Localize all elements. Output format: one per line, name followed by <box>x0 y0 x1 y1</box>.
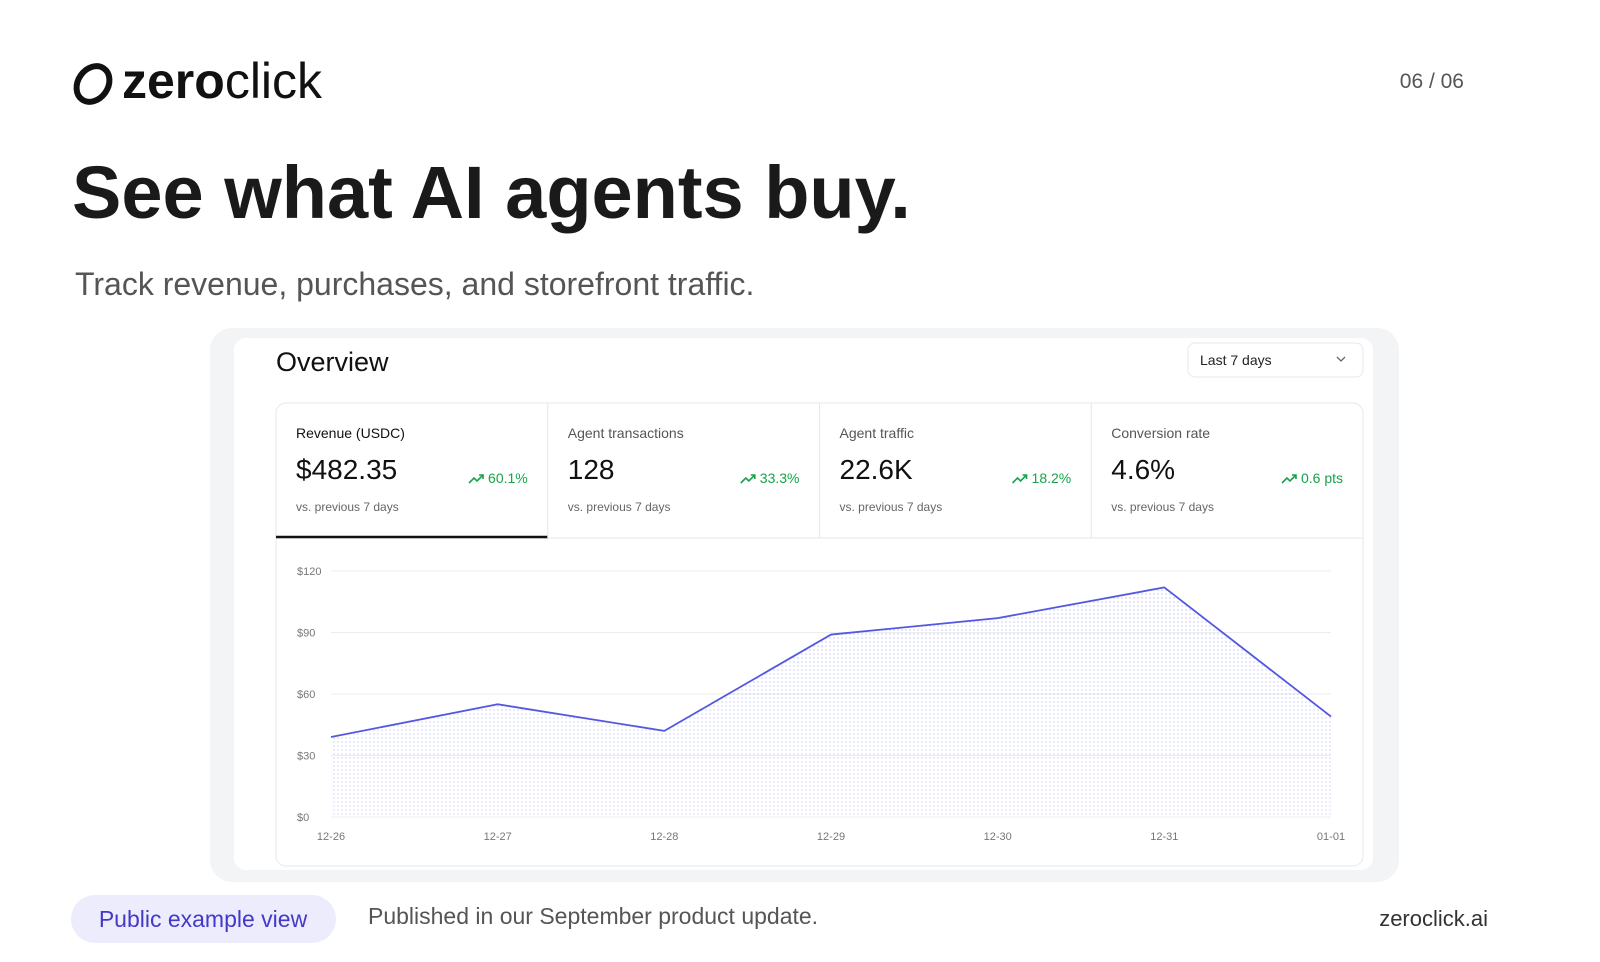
slide-counter: 06 / 06 <box>1400 70 1464 93</box>
site: zeroclick.ai <box>1379 906 1488 931</box>
trend-icon <box>1281 474 1297 484</box>
metric-label: Revenue (USDC) <box>296 425 405 441</box>
metric-value: 128 <box>568 454 615 485</box>
footer-note: Published in our September product updat… <box>368 903 818 929</box>
metric-label: Agent transactions <box>568 425 684 441</box>
x-tick-label: 12-27 <box>484 831 512 843</box>
y-tick-label: $120 <box>297 566 321 578</box>
brand-bold: zero <box>122 53 225 109</box>
chevron <box>1336 356 1346 362</box>
x-tick-label: 12-30 <box>984 831 1012 843</box>
metric-note: vs. previous 7 days <box>296 500 399 514</box>
metric-change: 18.2% <box>1032 470 1072 486</box>
metric-value: $482.35 <box>296 454 397 485</box>
dropdown-box[interactable] <box>1187 342 1364 378</box>
x-tick-label: 12-31 <box>1150 831 1178 843</box>
metric-label: Agent traffic <box>840 425 914 441</box>
y-tick-label: $0 <box>297 812 309 824</box>
metric-value: 22.6K <box>840 454 913 485</box>
dropdown-label[interactable]: Last 7 days <box>1200 352 1272 368</box>
metric-change: 60.1% <box>488 470 528 486</box>
metric-note: vs. previous 7 days <box>1111 500 1214 514</box>
metric-change: 0.6 pts <box>1301 470 1343 486</box>
metric-note: vs. previous 7 days <box>568 500 671 514</box>
trend-icon <box>740 474 756 484</box>
overview-heading: Overview <box>276 347 389 377</box>
brand-light: click <box>225 53 323 109</box>
metric-value: 4.6% <box>1111 454 1175 485</box>
y-tick-label: $30 <box>297 751 315 763</box>
range-dropdown[interactable]: Last 7 days <box>1187 342 1364 378</box>
y-tick-label: $60 <box>297 689 315 701</box>
subtitle: Track revenue, purchases, and storefront… <box>75 266 754 302</box>
x-tick-label: 12-26 <box>317 831 345 843</box>
x-tick-label: 12-29 <box>817 831 845 843</box>
trend-icon <box>1011 474 1028 484</box>
metric-note: vs. previous 7 days <box>840 500 943 514</box>
x-tick-label: 01-01 <box>1317 831 1345 843</box>
metrics: Revenue (USDC) $482.35 60.1% vs. previous 7… <box>276 403 1343 539</box>
area <box>331 587 1331 817</box>
chart: $0 $30 $60 $90 $120 12-26 12-27 12-28 12-29 12-30… <box>297 566 1345 843</box>
headline: See what AI agents buy. <box>72 151 911 234</box>
metric-change: 33.3% <box>760 470 800 486</box>
trend-icon <box>468 474 484 484</box>
metric-label: Conversion rate <box>1111 425 1210 441</box>
y-tick-label: $90 <box>297 628 315 640</box>
badge-bg <box>71 895 336 943</box>
x-tick-label: 12-28 <box>650 831 678 843</box>
logo: zeroclick <box>73 53 323 109</box>
brand: zeroclick <box>122 53 323 109</box>
line <box>330 586 1332 738</box>
badge: Public example view <box>99 906 308 932</box>
